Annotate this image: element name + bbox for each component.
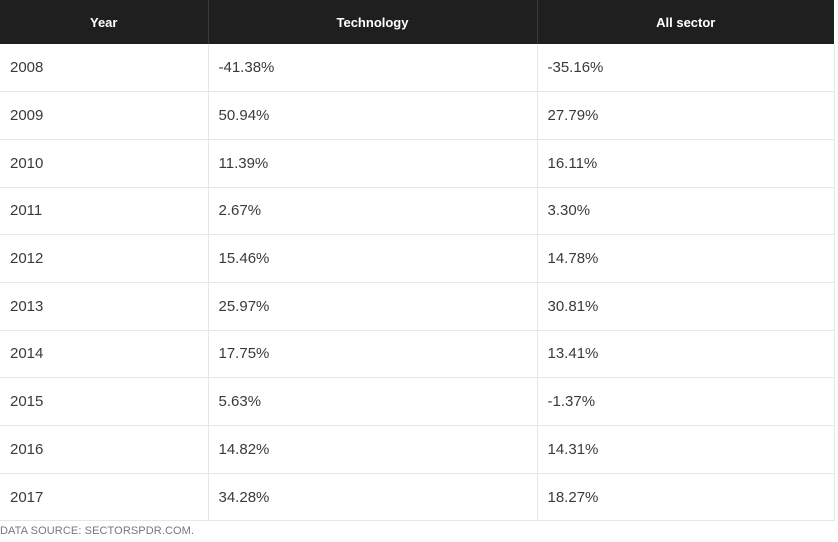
table-row: 2011 2.67% 3.30% [0,187,835,236]
data-source-note: DATA SOURCE: SECTORSPDR.COM. [0,525,195,537]
table-row: 2010 11.39% 16.11% [0,139,835,188]
returns-table-container: Year Technology All sector 2008 -41.38% … [0,0,835,522]
table-row: 2009 50.94% 27.79% [0,91,835,140]
cell-technology: 11.39% [208,139,538,188]
cell-technology: 14.82% [208,425,538,474]
table-header-row: Year Technology All sector [0,0,834,44]
cell-all-sector: 27.79% [537,91,835,140]
header-technology[interactable]: Technology [208,0,538,44]
cell-all-sector: 16.11% [537,139,835,188]
cell-year: 2010 [0,139,209,188]
cell-year: 2008 [0,44,209,93]
cell-all-sector: 14.78% [537,234,835,283]
cell-year: 2012 [0,234,209,283]
table-row: 2008 -41.38% -35.16% [0,44,835,93]
returns-table: Year Technology All sector 2008 -41.38% … [0,0,835,522]
cell-technology: 50.94% [208,91,538,140]
cell-year: 2016 [0,425,209,474]
cell-technology: 34.28% [208,473,538,522]
table-row: 2013 25.97% 30.81% [0,282,835,331]
cell-all-sector: 18.27% [537,473,835,522]
cell-all-sector: -35.16% [537,44,835,93]
cell-all-sector: -1.37% [537,377,835,426]
cell-year: 2009 [0,91,209,140]
table-row: 2015 5.63% -1.37% [0,377,835,426]
cell-technology: 15.46% [208,234,538,283]
header-year[interactable]: Year [0,0,209,44]
cell-technology: 17.75% [208,330,538,379]
table-row: 2012 15.46% 14.78% [0,234,835,283]
table-row: 2014 17.75% 13.41% [0,330,835,379]
header-all-sector[interactable]: All sector [537,0,834,44]
cell-all-sector: 13.41% [537,330,835,379]
cell-year: 2015 [0,377,209,426]
table-row: 2017 34.28% 18.27% [0,473,835,522]
cell-technology: 5.63% [208,377,538,426]
cell-all-sector: 30.81% [537,282,835,331]
cell-technology: 25.97% [208,282,538,331]
cell-all-sector: 14.31% [537,425,835,474]
cell-technology: -41.38% [208,44,538,93]
cell-all-sector: 3.30% [537,187,835,236]
table-row: 2016 14.82% 14.31% [0,425,835,474]
cell-technology: 2.67% [208,187,538,236]
cell-year: 2013 [0,282,209,331]
cell-year: 2017 [0,473,209,522]
cell-year: 2014 [0,330,209,379]
cell-year: 2011 [0,187,209,236]
